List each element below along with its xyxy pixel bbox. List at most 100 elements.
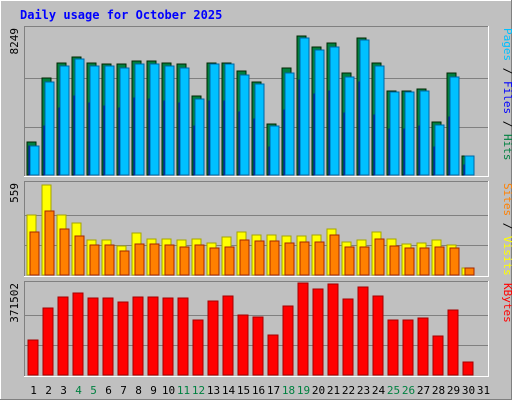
bar-kbytes-29: [447, 309, 459, 376]
bar-kbytes-6: [102, 297, 114, 376]
x-tick-label-25: 25: [387, 384, 400, 397]
bar-kbytes-19: [297, 282, 309, 376]
bar-pages-29: [449, 76, 460, 176]
bar-pages-24: [374, 65, 385, 176]
bar-kbytes-20: [312, 288, 324, 376]
legend-separator: /: [501, 61, 512, 81]
bar-kbytes-7: [117, 301, 129, 376]
series-kbytes: [27, 282, 474, 376]
bar-pages-8: [134, 63, 145, 176]
legend-entry-visits: Visits: [501, 236, 512, 276]
legend: KBytes: [501, 283, 512, 323]
bar-sites-16: [254, 240, 265, 276]
bar-sites-3: [59, 228, 70, 276]
bar-sites-8: [134, 243, 145, 276]
bar-sites-7: [119, 250, 130, 276]
bar-kbytes-25: [387, 319, 399, 376]
bar-kbytes-27: [417, 317, 429, 376]
x-tick-label-11: 11: [177, 384, 190, 397]
bar-kbytes-9: [147, 296, 159, 376]
legend-separator: /: [501, 216, 512, 236]
bar-sites-11: [179, 246, 190, 276]
bar-pages-16: [254, 83, 265, 176]
bar-kbytes-5: [87, 297, 99, 376]
x-tick-label-9: 9: [150, 384, 157, 397]
legend-separator: /: [501, 114, 512, 134]
x-tick-label-16: 16: [252, 384, 265, 397]
bar-kbytes-24: [372, 295, 384, 376]
x-tick-label-31: 31: [477, 384, 490, 397]
bar-sites-19: [299, 241, 310, 276]
bar-kbytes-21: [327, 283, 339, 376]
x-tick-label-7: 7: [120, 384, 127, 397]
bar-kbytes-8: [132, 296, 144, 376]
bar-pages-22: [344, 76, 355, 176]
legend-entry-sites: Sites: [501, 183, 512, 216]
bar-kbytes-16: [252, 316, 264, 376]
bar-pages-6: [104, 65, 115, 176]
bar-sites-9: [149, 243, 160, 276]
x-tick-label-18: 18: [282, 384, 295, 397]
bar-pages-7: [119, 67, 130, 176]
legend-entry-hits: Hits: [501, 134, 512, 161]
bar-kbytes-4: [72, 292, 84, 376]
panel-3: 371502 KBytes: [8, 281, 512, 377]
x-tick-label-14: 14: [222, 384, 236, 397]
bar-sites-13: [209, 247, 220, 276]
bar-pages-19: [299, 37, 310, 176]
bar-sites-24: [374, 238, 385, 276]
bar-kbytes-2: [42, 307, 54, 376]
x-tick-label-22: 22: [342, 384, 355, 397]
bar-pages-11: [179, 67, 190, 176]
bar-pages-28: [434, 124, 445, 176]
y-max-label: 8249: [8, 28, 21, 55]
bar-kbytes-28: [432, 335, 444, 376]
bar-pages-30: [464, 155, 475, 176]
legend-entry-pages: Pages: [501, 28, 512, 61]
x-tick-label-5: 5: [90, 384, 97, 397]
bar-sites-20: [314, 241, 325, 276]
bar-sites-12: [194, 244, 205, 276]
x-tick-label-19: 19: [297, 384, 310, 397]
legend-entry-kbytes: KBytes: [501, 283, 512, 323]
bar-pages-10: [164, 65, 175, 176]
bar-sites-2: [44, 210, 55, 276]
bar-pages-9: [149, 63, 160, 176]
bar-sites-10: [164, 244, 175, 276]
bar-pages-13: [209, 63, 220, 176]
bar-kbytes-26: [402, 319, 414, 376]
bar-sites-18: [284, 242, 295, 276]
x-tick-label-21: 21: [327, 384, 340, 397]
bar-pages-23: [359, 39, 370, 176]
bar-sites-27: [419, 247, 430, 276]
bar-sites-23: [359, 246, 370, 276]
x-tick-label-13: 13: [207, 384, 220, 397]
bar-sites-1: [29, 231, 40, 276]
y-max-label: 371502: [8, 283, 21, 323]
bar-pages-2: [44, 81, 55, 176]
chart-title: Daily usage for October 2025: [20, 8, 222, 22]
bar-sites-5: [89, 244, 100, 276]
x-tick-label-24: 24: [372, 384, 386, 397]
y-max-label: 559: [8, 183, 21, 203]
x-tick-label-27: 27: [417, 384, 430, 397]
x-tick-label-26: 26: [402, 384, 415, 397]
series-sites: [29, 210, 475, 276]
bar-pages-5: [89, 65, 100, 176]
chart-panels: 8249 Pages / Files / Hits 559 Sites / Visit…: [8, 26, 512, 377]
x-tick-label-20: 20: [312, 384, 325, 397]
bar-kbytes-18: [282, 305, 294, 376]
bar-sites-28: [434, 246, 445, 276]
bar-kbytes-17: [267, 334, 279, 376]
bar-pages-15: [239, 74, 250, 176]
bar-sites-22: [344, 246, 355, 276]
x-tick-label-10: 10: [162, 384, 175, 397]
bar-kbytes-3: [57, 296, 69, 376]
bar-pages-21: [329, 46, 340, 176]
x-tick-label-15: 15: [237, 384, 250, 397]
x-tick-label-17: 17: [267, 384, 280, 397]
legend: Pages / Files / Hits: [501, 28, 512, 161]
bar-sites-17: [269, 240, 280, 276]
x-tick-label-6: 6: [105, 384, 112, 397]
